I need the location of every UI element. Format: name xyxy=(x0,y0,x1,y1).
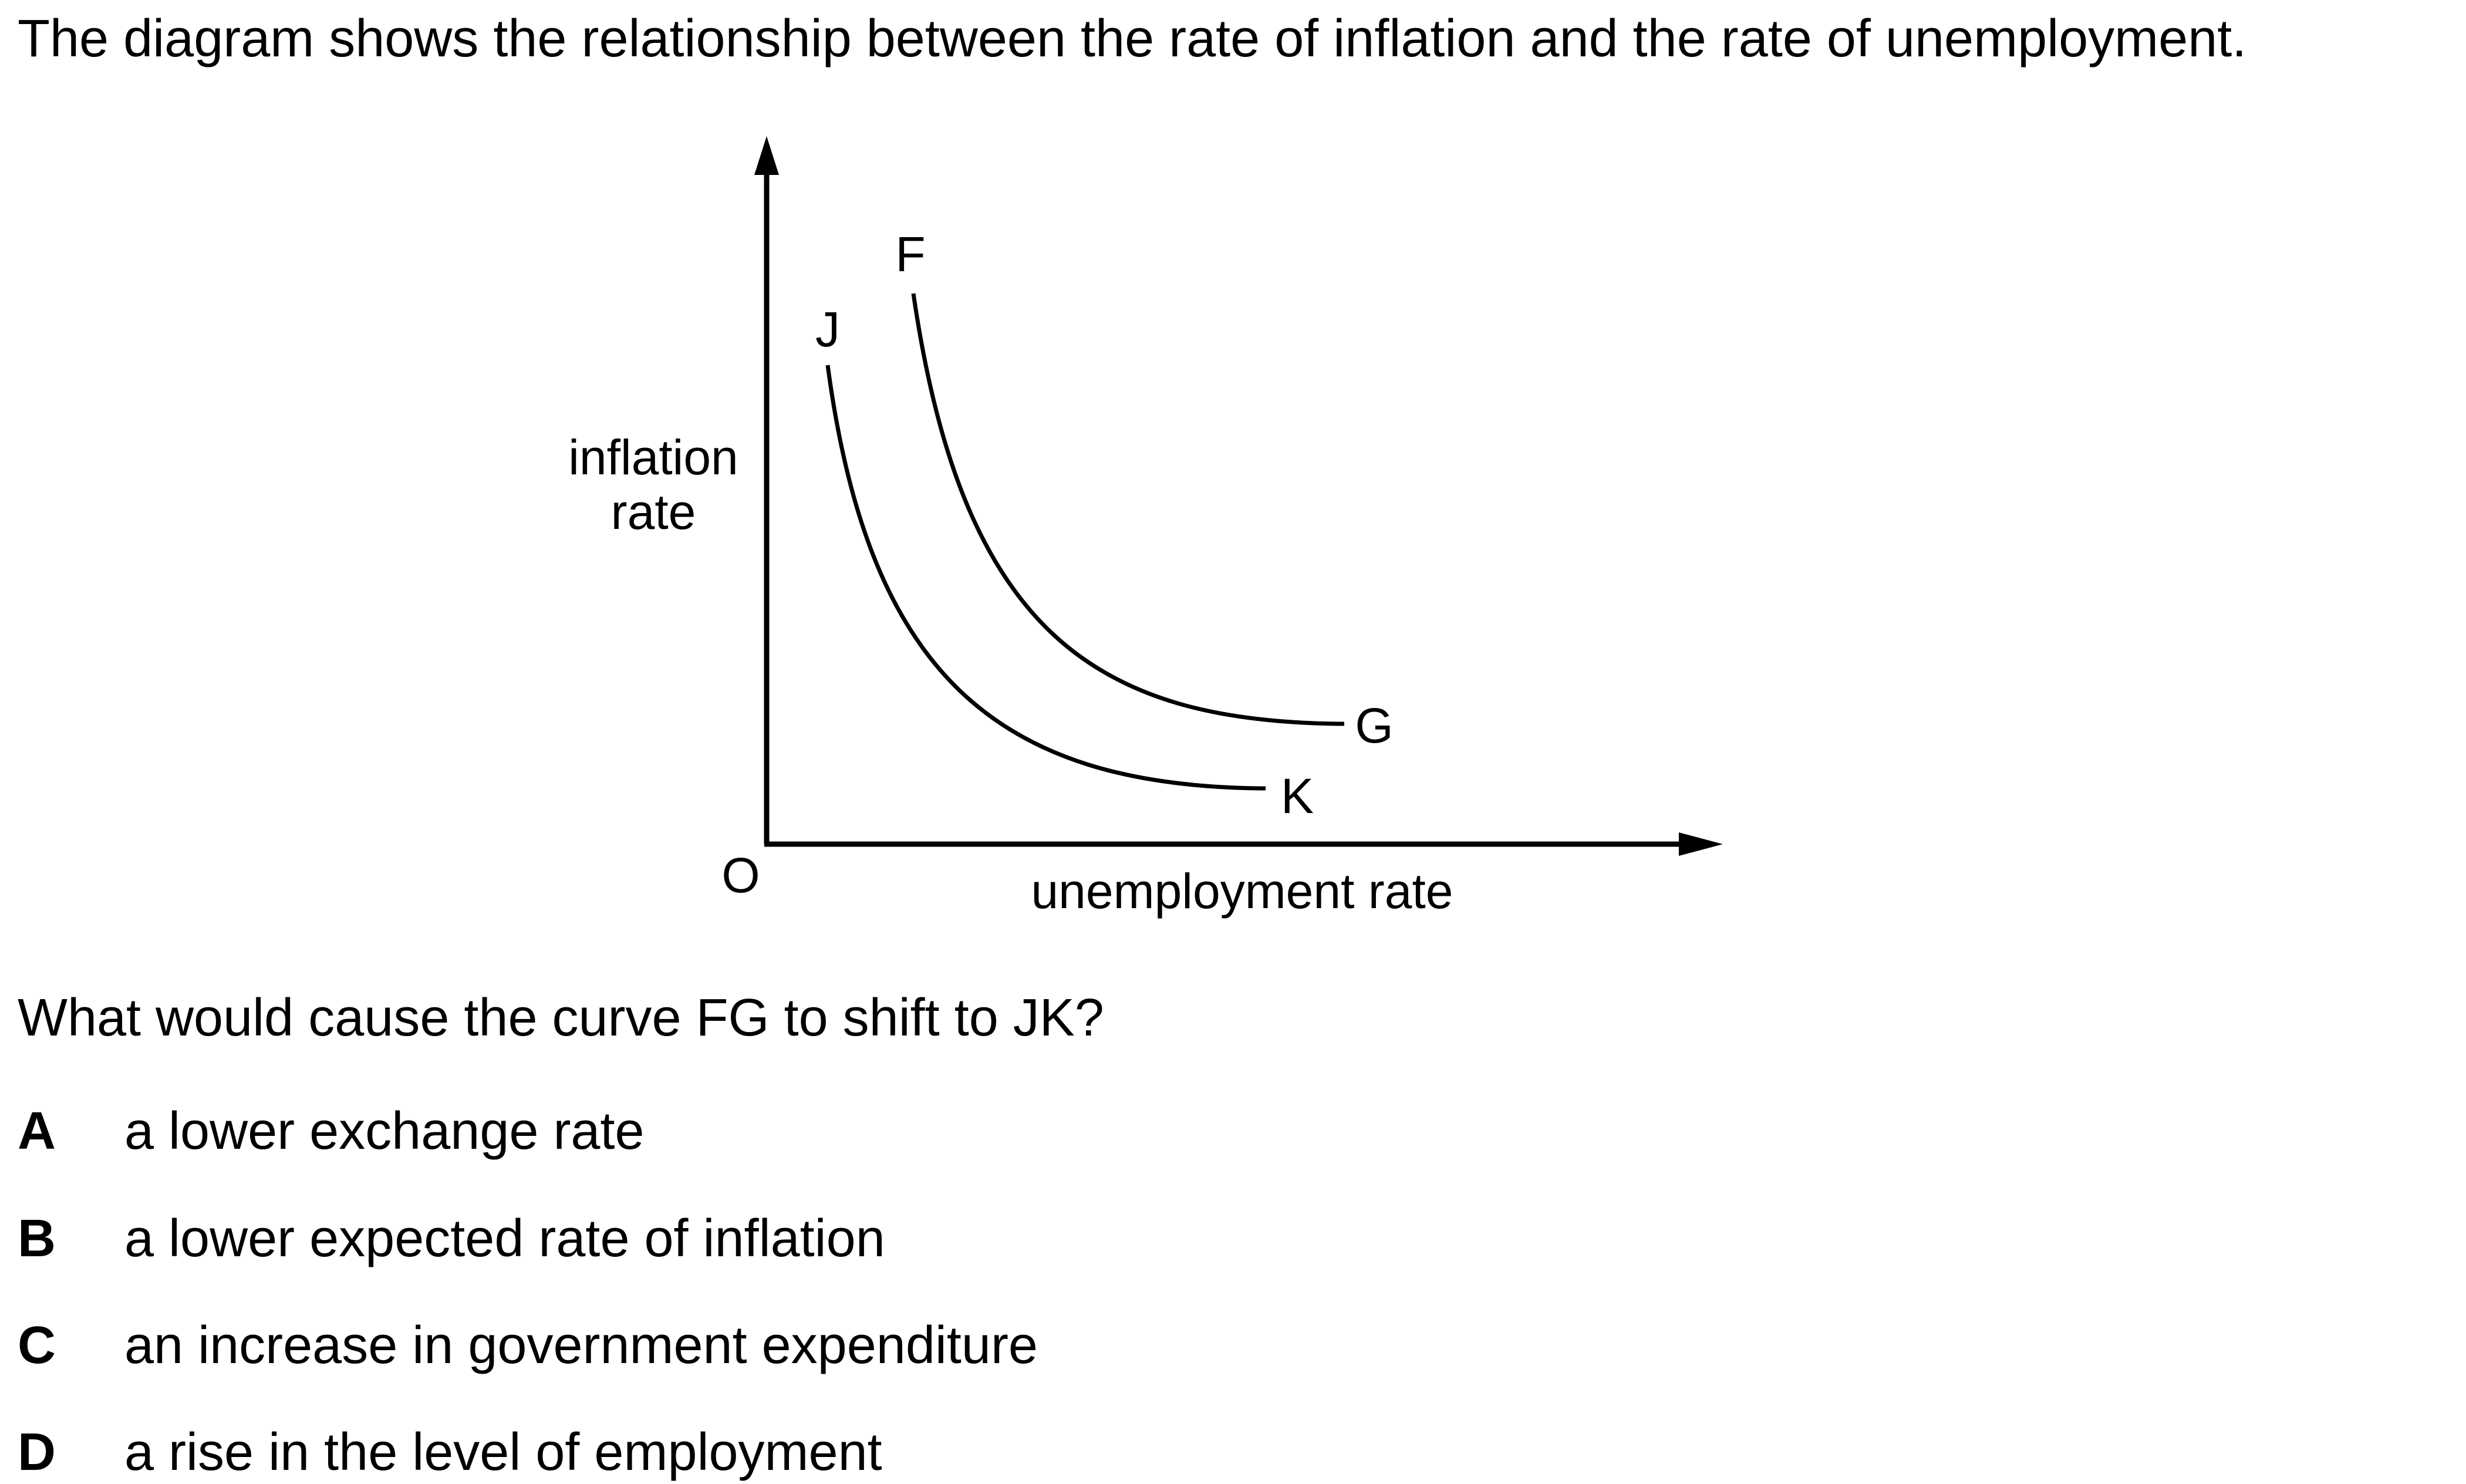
option-letter: A xyxy=(18,1102,56,1161)
option-text: a lower expected rate of inflation xyxy=(124,1209,885,1268)
curve-label-k: K xyxy=(1281,768,1314,824)
question-stem: The diagram shows the relationship betwe… xyxy=(18,9,2247,68)
option-text: an increase in government expenditure xyxy=(124,1316,1038,1375)
option-text: a rise in the level of employment xyxy=(124,1423,882,1482)
y-axis-arrowhead xyxy=(754,136,779,175)
question-prompt: What would cause the curve FG to shift t… xyxy=(18,989,1104,1047)
origin-label: O xyxy=(721,848,760,903)
phillips-curve-diagram: F G J K inflation rate O unemployment ra… xyxy=(568,136,1723,919)
curve-label-f: F xyxy=(895,227,925,282)
curve-jk xyxy=(825,365,1261,791)
curve-label-j: J xyxy=(815,302,840,357)
x-axis-label: unemployment rate xyxy=(1031,864,1453,919)
option-text: a lower exchange rate xyxy=(124,1102,645,1161)
option-letter: C xyxy=(18,1316,56,1375)
curve-label-g: G xyxy=(1355,698,1393,753)
curve-fg xyxy=(911,293,1339,726)
x-axis-arrowhead xyxy=(1679,832,1723,856)
y-axis-label-line1: inflation xyxy=(568,430,738,485)
option-letter: B xyxy=(18,1209,56,1268)
y-axis-label-line2: rate xyxy=(611,484,696,539)
option-letter: D xyxy=(18,1423,56,1482)
